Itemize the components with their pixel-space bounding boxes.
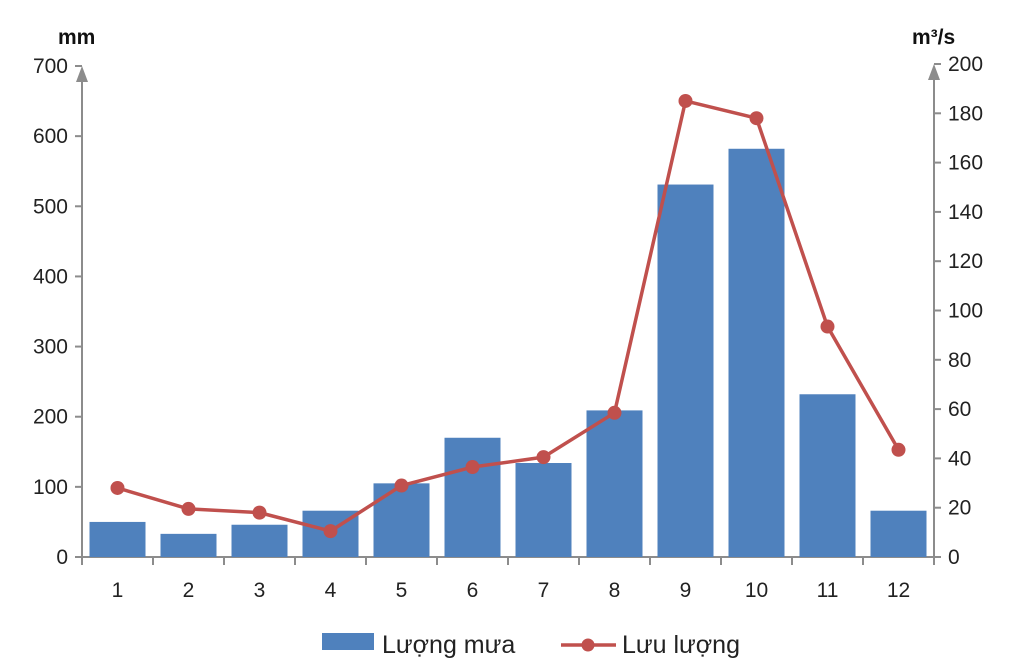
discharge-point — [820, 319, 835, 334]
left-axis-tick-label: 200 — [33, 406, 68, 429]
line-layer — [110, 93, 906, 539]
discharge-point — [323, 524, 338, 539]
x-axis-tick-label: 8 — [609, 579, 621, 602]
x-axis-tick-label: 12 — [887, 579, 910, 602]
rainfall-bar — [89, 521, 146, 557]
left-axis-tick-label: 600 — [33, 125, 68, 148]
rainfall-bar — [373, 483, 430, 557]
left-axis-tick-label: 100 — [33, 476, 68, 499]
discharge-point — [465, 460, 480, 475]
left-axis-tick-label: 500 — [33, 195, 68, 218]
rainfall-bar — [231, 524, 288, 557]
legend-rainfall-swatch — [322, 633, 374, 650]
legend-discharge-label: Lưu lượng — [622, 631, 740, 659]
right-axis-tick-label: 140 — [948, 201, 983, 224]
legend-discharge-marker — [581, 638, 595, 652]
left-axis-unit-label: mm — [58, 26, 95, 49]
x-axis-tick-label: 6 — [467, 579, 479, 602]
x-axis-tick-label: 3 — [254, 579, 266, 602]
right-axis-tick-label: 120 — [948, 250, 983, 273]
x-axis-tick-label: 10 — [745, 579, 768, 602]
discharge-point — [181, 501, 196, 516]
x-axis-tick-label: 9 — [680, 579, 692, 602]
discharge-point — [749, 111, 764, 126]
discharge-point — [110, 480, 125, 495]
discharge-point — [252, 505, 267, 520]
x-axis-tick-label: 2 — [183, 579, 195, 602]
rainfall-bar — [870, 510, 927, 557]
legend: Lượng mưa Lưu lượng — [322, 631, 740, 659]
left-axis-tick-label: 300 — [33, 336, 68, 359]
x-axis-tick-label: 11 — [817, 579, 839, 602]
left-axis-tick-label: 0 — [56, 546, 68, 569]
x-axis-tick-label: 4 — [325, 579, 337, 602]
left-axis-arrow-icon — [76, 66, 88, 82]
right-axis-tick-label: 20 — [948, 497, 971, 520]
discharge-point — [678, 93, 693, 108]
right-axis-tick-label: 160 — [948, 152, 983, 175]
bars-layer — [89, 148, 927, 558]
rainfall-bar — [799, 394, 856, 557]
right-axis-tick-label: 180 — [948, 102, 983, 125]
x-axis-tick-label: 1 — [112, 579, 124, 602]
right-axis-tick-label: 40 — [948, 447, 971, 470]
rainfall-bar — [657, 184, 714, 557]
legend-rainfall-label: Lượng mưa — [382, 631, 515, 659]
left-axis-tick-label: 400 — [33, 265, 68, 288]
discharge-point — [536, 450, 551, 465]
ticks-layer: 0 100 200 300 400 500 600 700 0 20 40 60 80 100 120 140… — [33, 53, 983, 602]
x-axis-tick-label: 5 — [396, 579, 408, 602]
left-axis-tick-label: 700 — [33, 55, 68, 78]
discharge-point — [607, 405, 622, 420]
right-axis-arrow-icon — [928, 64, 940, 80]
right-axis-tick-label: 60 — [948, 398, 971, 421]
discharge-line — [117, 99, 901, 533]
right-axis-tick-label: 100 — [948, 300, 983, 323]
rainfall-bar — [728, 148, 785, 558]
x-axis-tick-label: 7 — [538, 579, 550, 602]
right-axis-tick-label: 80 — [948, 349, 971, 372]
right-axis-unit-label: m³/s — [912, 26, 955, 49]
right-axis-tick-label: 0 — [948, 546, 960, 569]
discharge-point — [891, 442, 906, 457]
rainfall-bar — [444, 437, 501, 557]
discharge-point — [394, 478, 409, 493]
rainfall-bar — [515, 463, 572, 557]
right-axis-tick-label: 200 — [948, 53, 983, 76]
rainfall-bar — [586, 410, 643, 557]
rainfall-bar — [160, 533, 217, 557]
